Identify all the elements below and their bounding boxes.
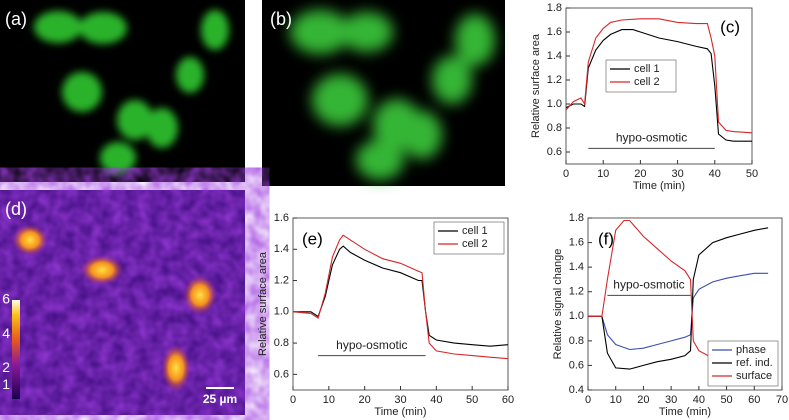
x-tick-label: 60 [502, 394, 514, 406]
y-axis-label: Relative surface area [530, 33, 542, 138]
legend-label: surface [736, 370, 772, 382]
y-tick-label: 0.6 [569, 359, 584, 371]
y-tick-label: 1.2 [547, 74, 562, 86]
x-tick-label: 30 [665, 394, 677, 406]
y-tick-label: 0.8 [547, 122, 562, 134]
y-tick-label: 1.0 [274, 306, 289, 318]
colorbar-tick-label: 2 [2, 359, 10, 375]
y-tick-label: 1.2 [569, 286, 584, 298]
panel-label: (d) [5, 199, 27, 219]
x-tick-label: 0 [585, 394, 591, 406]
panel-label: (e) [302, 229, 323, 248]
x-tick-label: 10 [597, 168, 609, 180]
y-tick-label: 0.8 [274, 337, 289, 349]
cells [34, 10, 229, 174]
x-tick-label: 30 [394, 394, 406, 406]
x-tick-label: 50 [720, 394, 732, 406]
colorbar-ticks: 12 4 6 [2, 291, 10, 392]
legend-label: cell 2 [634, 76, 660, 88]
x-tick-label: 30 [671, 168, 683, 180]
x-tick-label: 20 [634, 168, 646, 180]
x-tick-label: 60 [748, 394, 760, 406]
y-tick-label: 0.6 [274, 368, 289, 380]
panel-label: (a) [5, 9, 27, 29]
x-tick-label: 10 [323, 394, 335, 406]
legend-box [433, 221, 505, 255]
y-tick-label: 1.4 [547, 50, 562, 62]
x-tick-label: 40 [430, 394, 442, 406]
annotation-text: hypo-osmotic [616, 131, 687, 145]
legend-label: ref. ind. [736, 357, 773, 369]
y-tick-label: 1.2 [274, 274, 289, 286]
panel-d: 25 µm (d) 12 4 6 [0, 190, 245, 415]
x-tick-label: 0 [290, 394, 296, 406]
series-line [292, 234, 509, 360]
y-tick-label: 0.4 [569, 384, 584, 396]
annotation-text: hypo-osmotic [613, 278, 684, 292]
legend-label: phase [736, 344, 766, 356]
series-line [293, 245, 509, 347]
x-axis-label: Time (min) [633, 180, 685, 192]
y-tick-label: 1.0 [569, 310, 584, 322]
y-tick-label: 1.6 [274, 212, 289, 224]
chart: 0.6 0.8 1.0 1.2 1.4 1.6 1.8 0 10 20 30 40 50 Time (mi… [530, 2, 758, 192]
colorbar-tick-label: 4 [2, 325, 10, 341]
panel-b: (b) [262, 0, 505, 186]
legend-label: cell 1 [634, 63, 660, 75]
panel-label: (b) [270, 9, 292, 29]
legend-label: cell 1 [462, 225, 488, 237]
chart: 0.6 0.8 1.0 1.2 1.4 1.6 0 10 20 30 40 50 60 Time (min… [257, 212, 514, 418]
x-tick-label: 10 [610, 394, 622, 406]
y-axis-label: Relative surface area [257, 251, 269, 356]
colorbar-tick-label: 6 [2, 291, 10, 307]
annotation-text: hypo-osmotic [336, 338, 407, 352]
x-tick-label: 20 [637, 394, 649, 406]
x-axis-label: Time (min) [659, 406, 711, 418]
x-tick-label: 20 [359, 394, 371, 406]
x-axis-label: Time (min) [374, 406, 426, 418]
series-line [588, 227, 769, 370]
x-tick-label: 50 [466, 394, 478, 406]
y-axis-label: Relative signal change [552, 249, 564, 360]
y-tick-label: 1.4 [274, 243, 289, 255]
y-tick-label: 0.6 [547, 146, 562, 158]
x-tick-label: 0 [563, 168, 569, 180]
scale-bar-label: 25 µm [203, 392, 237, 406]
panel-a: (a) [0, 0, 245, 182]
x-tick-label: 70 [776, 394, 788, 406]
legend-label: cell 2 [462, 238, 488, 250]
colorbar-tick-label: 1 [2, 376, 10, 392]
series-line [565, 18, 753, 134]
y-tick-label: 1.0 [547, 98, 562, 110]
y-tick-label: 0.8 [569, 335, 584, 347]
y-tick-label: 1.8 [547, 2, 562, 14]
x-tick-label: 40 [693, 394, 705, 406]
panel-label: (f) [598, 229, 614, 248]
y-tick-label: 1.6 [547, 26, 562, 38]
cells [12, 224, 217, 392]
y-tick-label: 1.6 [569, 236, 584, 248]
y-tick-label: 1.8 [569, 212, 584, 224]
x-tick-label: 50 [746, 168, 758, 180]
y-tick-label: 1.4 [569, 261, 584, 273]
panel-label: (c) [720, 17, 740, 36]
colorbar [12, 300, 20, 399]
legend-box [605, 59, 677, 93]
cells [290, 10, 495, 180]
x-tick-label: 40 [709, 168, 721, 180]
series-line [588, 272, 769, 351]
chart: 0.4 0.6 0.8 1.0 1.2 1.4 1.6 1.8 0 10 20 30 40 50 60 70 T… [552, 212, 788, 418]
